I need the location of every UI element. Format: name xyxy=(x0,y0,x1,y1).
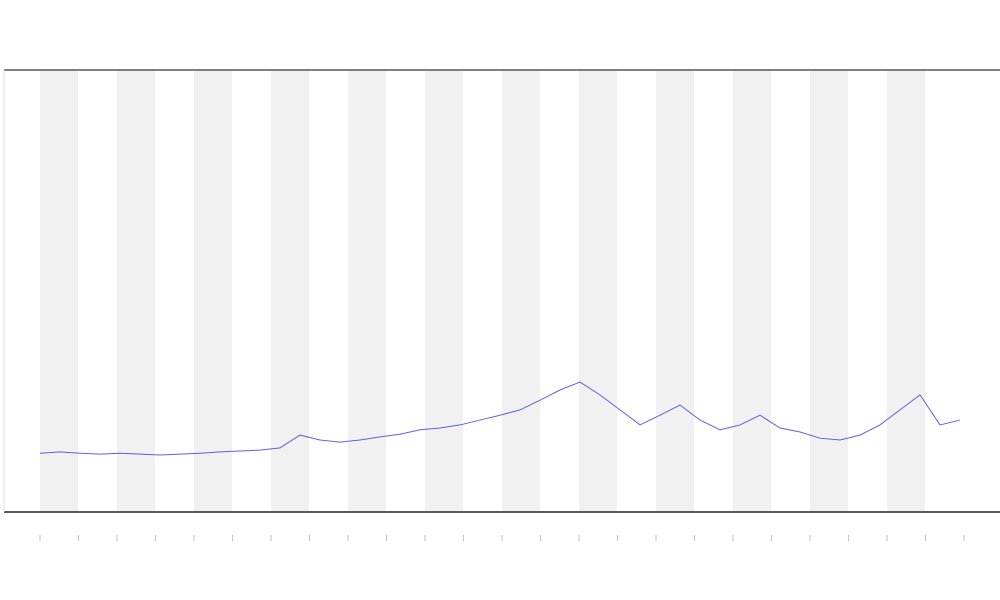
band xyxy=(733,71,771,511)
band xyxy=(579,71,617,511)
band xyxy=(810,71,848,511)
band xyxy=(194,71,232,511)
band xyxy=(117,71,155,511)
data-line xyxy=(39,381,961,456)
band xyxy=(656,71,694,511)
band xyxy=(425,71,463,511)
day-bands xyxy=(40,71,925,511)
band xyxy=(271,71,309,511)
band xyxy=(502,71,540,511)
band xyxy=(348,71,386,511)
x-ticks xyxy=(39,535,965,541)
band xyxy=(887,71,925,511)
band xyxy=(40,71,78,511)
